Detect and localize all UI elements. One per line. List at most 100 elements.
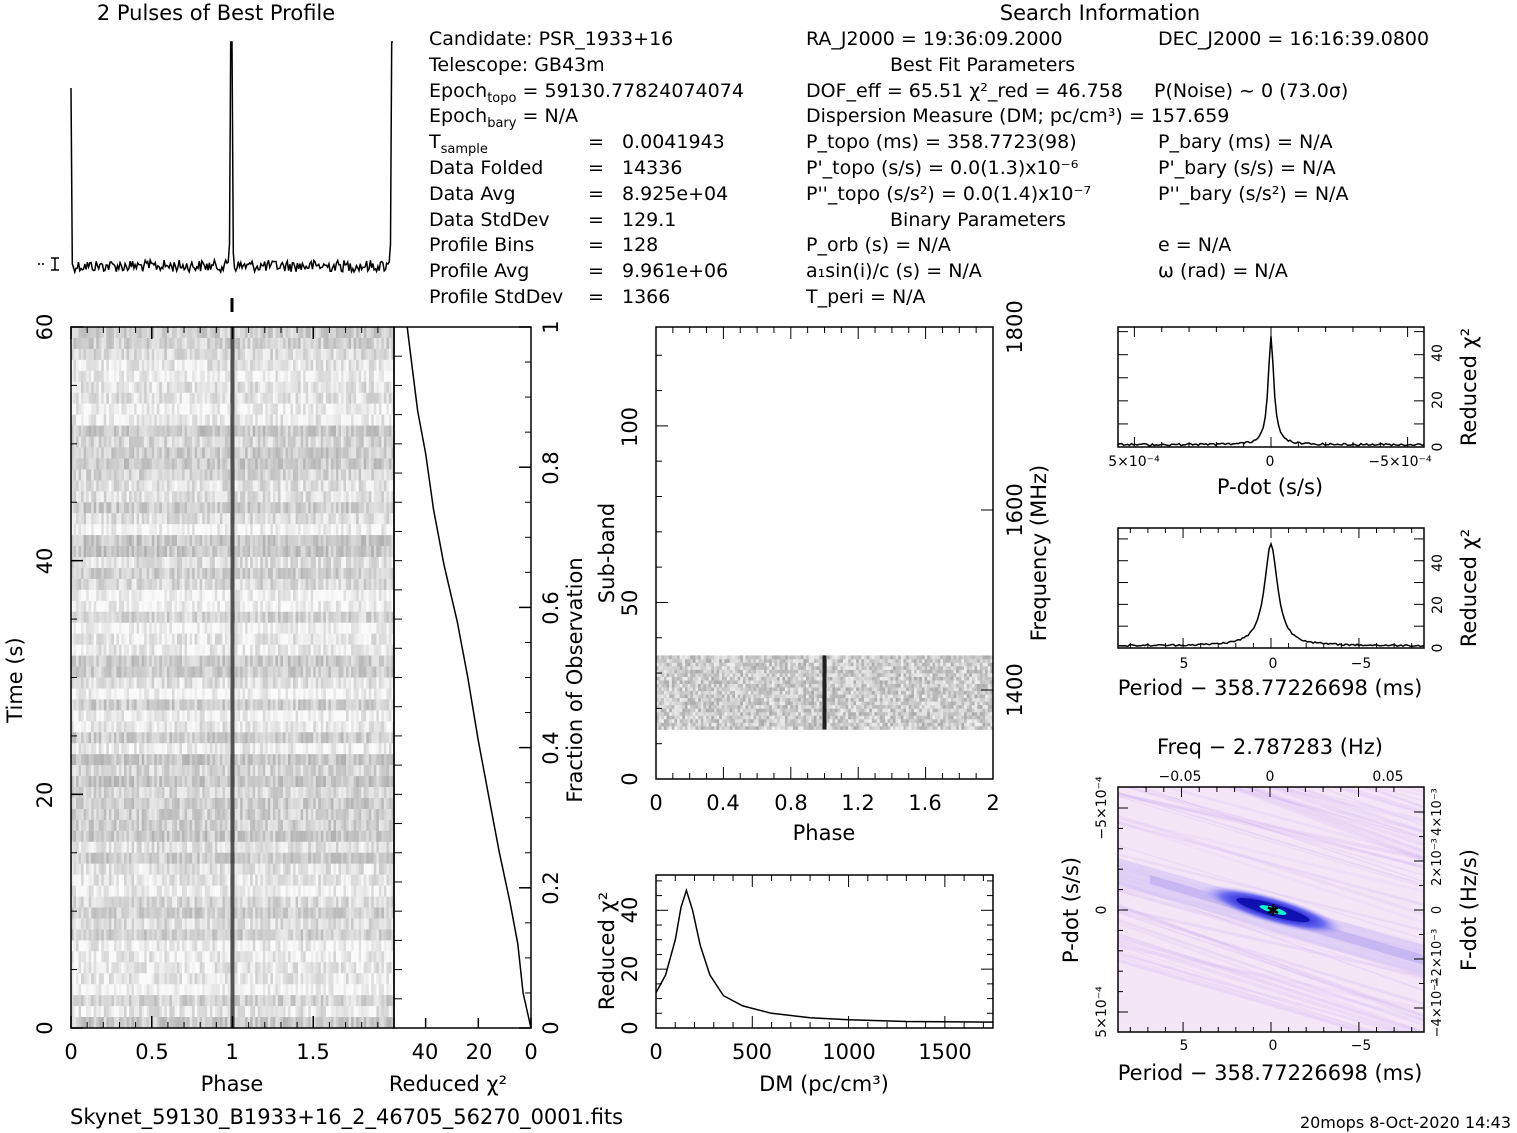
tp-cell xyxy=(381,436,385,448)
tp-cell xyxy=(368,546,372,558)
tp-cell xyxy=(217,611,221,624)
tp-cell xyxy=(174,699,178,711)
tp-cell xyxy=(166,513,170,525)
tp-cell xyxy=(106,370,110,383)
tp-cell xyxy=(250,666,253,678)
tp-cell xyxy=(298,447,301,459)
tp-cell xyxy=(318,491,322,503)
tp-cell xyxy=(192,688,195,700)
tp-cell xyxy=(159,513,163,525)
tp-cell xyxy=(310,359,314,372)
tp-cell xyxy=(222,447,226,459)
tp-cell xyxy=(330,666,334,678)
tp-cell xyxy=(310,327,314,339)
tp-cell xyxy=(93,414,97,426)
tp-cell xyxy=(101,710,105,722)
tp-cell xyxy=(174,524,178,536)
tp-cell xyxy=(330,699,334,711)
tp-cell xyxy=(103,732,107,744)
tp-cell xyxy=(202,633,206,645)
tp-cell xyxy=(192,403,195,415)
tp-cell xyxy=(318,359,322,372)
tp-cell xyxy=(176,469,180,481)
tp-cell xyxy=(272,633,276,645)
tp-cell xyxy=(184,436,188,448)
tp-cell xyxy=(318,600,322,613)
tp-cell xyxy=(76,567,79,580)
tp-cell xyxy=(159,524,163,536)
tp-cell xyxy=(207,710,211,722)
tp-cell xyxy=(265,699,269,711)
tp-cell xyxy=(242,721,246,733)
tp-cell xyxy=(237,721,241,733)
tp-cell xyxy=(86,436,89,448)
tp-cell xyxy=(245,403,248,415)
tp-cell xyxy=(235,480,238,492)
tp-cell xyxy=(217,644,221,656)
tp-cell xyxy=(330,447,334,459)
tp-cell xyxy=(293,535,296,547)
tp-cell xyxy=(288,633,291,645)
tp-cell xyxy=(116,666,120,678)
tp-cell xyxy=(166,732,170,744)
tp-cell xyxy=(282,414,286,426)
tp-cell xyxy=(91,633,95,645)
tp-cell xyxy=(96,644,100,656)
tp-cell xyxy=(351,721,354,733)
tp-cell xyxy=(295,502,299,514)
tp-cell xyxy=(121,721,125,733)
tp-cell xyxy=(275,381,279,394)
tp-cell xyxy=(146,666,150,678)
tp-cell xyxy=(300,458,304,470)
tp-cell xyxy=(260,557,264,569)
tp-cell xyxy=(333,491,337,503)
tp-cell xyxy=(194,699,198,711)
tp-cell xyxy=(149,699,153,711)
tp-cell xyxy=(366,732,370,744)
tp-cell xyxy=(310,381,314,394)
tp-cell xyxy=(328,348,332,361)
tp-cell xyxy=(194,600,198,613)
tp-cell xyxy=(187,502,190,514)
tp-cell xyxy=(237,710,241,722)
tp-cell xyxy=(209,688,213,700)
tp-cell xyxy=(204,381,208,394)
tp-cell xyxy=(182,370,185,383)
tp-cell xyxy=(204,655,208,667)
tp-cell xyxy=(194,644,198,656)
tp-cell xyxy=(358,644,362,656)
tp-cell xyxy=(134,337,137,350)
tp-cell xyxy=(156,600,160,613)
tp-cell xyxy=(381,655,385,667)
tp-cell xyxy=(376,578,380,591)
tp-cell xyxy=(235,425,238,437)
tp-cell xyxy=(376,337,380,350)
tp-cell xyxy=(217,370,221,383)
tp-cell xyxy=(164,710,168,722)
tp-cell xyxy=(219,655,223,667)
tp-cell xyxy=(381,666,385,678)
tp-cell xyxy=(141,644,145,656)
tp-cell xyxy=(298,425,301,437)
tp-cell xyxy=(71,480,74,492)
tp-cell xyxy=(313,589,317,602)
tp-cell xyxy=(346,359,349,372)
tp-cell xyxy=(305,469,309,481)
tp-cell xyxy=(222,732,226,744)
tp-cell xyxy=(166,337,170,350)
tp-cell xyxy=(288,699,291,711)
tp-cell xyxy=(235,666,238,678)
tp-cell xyxy=(118,578,122,591)
tp-cell xyxy=(91,699,95,711)
tp-cell xyxy=(295,414,299,426)
tp-cell xyxy=(209,348,213,361)
tp-cell xyxy=(123,458,127,470)
tp-cell xyxy=(151,447,155,459)
tp-cell xyxy=(121,677,125,689)
tp-cell xyxy=(197,381,200,394)
tp-cell xyxy=(383,567,387,580)
tp-cell xyxy=(139,622,142,634)
tp-cell xyxy=(73,425,77,437)
tp-cell xyxy=(315,589,319,602)
tp-cell xyxy=(333,622,337,634)
